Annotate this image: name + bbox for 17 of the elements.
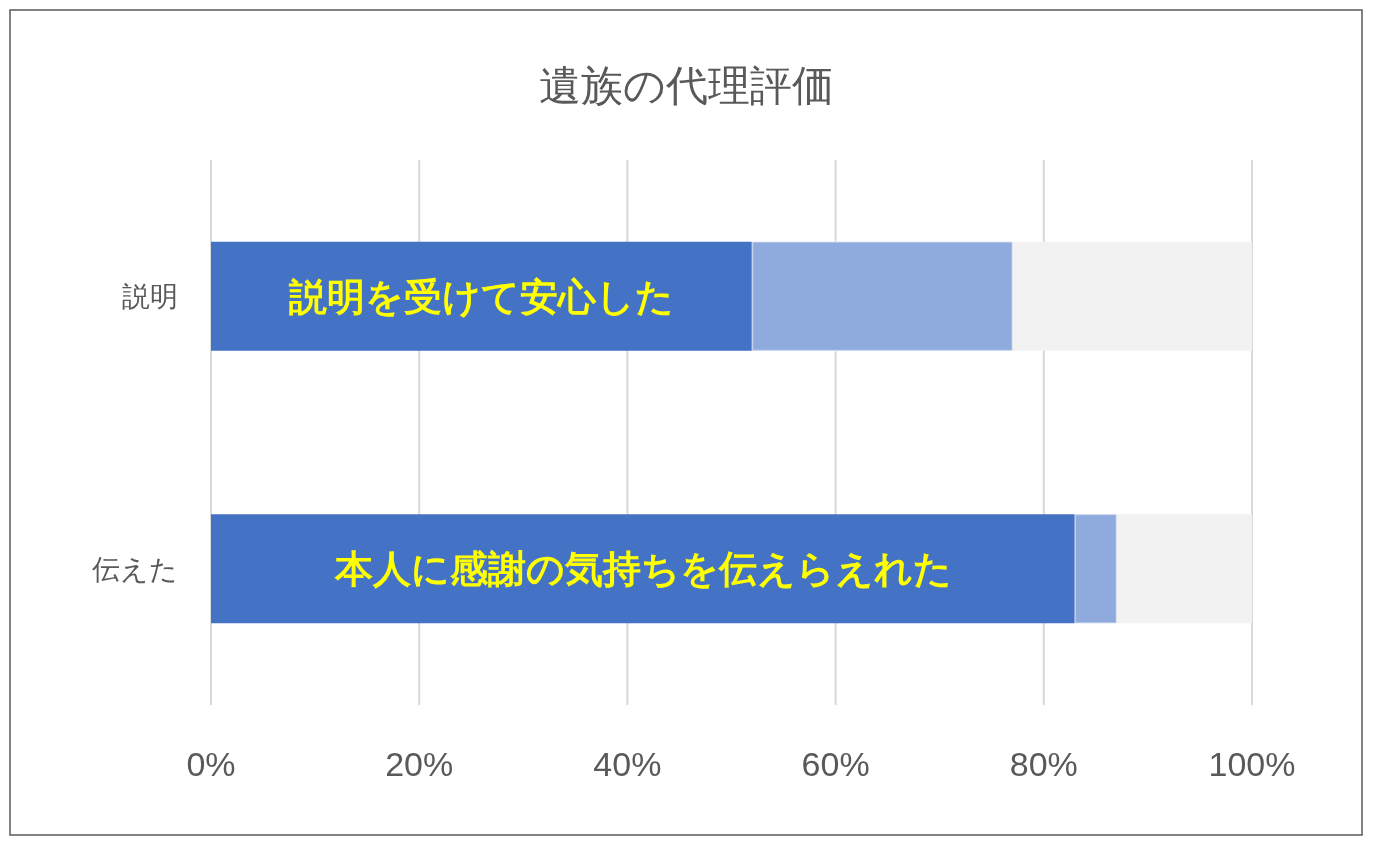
x-tick-label: 40% bbox=[593, 745, 662, 783]
bar bbox=[211, 514, 1076, 624]
bar bbox=[1012, 241, 1252, 351]
y-tick-label: 説明 bbox=[122, 281, 178, 313]
bar bbox=[751, 240, 1014, 352]
annotation: 本人に感謝の気持ちを伝えらえれた bbox=[333, 548, 952, 591]
bar bbox=[1074, 513, 1118, 625]
x-tick-label: 100% bbox=[1208, 745, 1296, 783]
x-tick-label: 20% bbox=[385, 745, 454, 783]
x-tick-label: 0% bbox=[186, 745, 236, 783]
annotation: 説明を受けて安心した bbox=[288, 275, 675, 318]
x-tick-label: 60% bbox=[801, 745, 870, 783]
x-tick-label: 80% bbox=[1009, 745, 1078, 783]
bar bbox=[1116, 514, 1252, 624]
chart-title: 遺族の代理評価 bbox=[538, 62, 834, 109]
y-tick-label: 伝えた bbox=[92, 553, 178, 585]
bar bbox=[211, 241, 753, 351]
